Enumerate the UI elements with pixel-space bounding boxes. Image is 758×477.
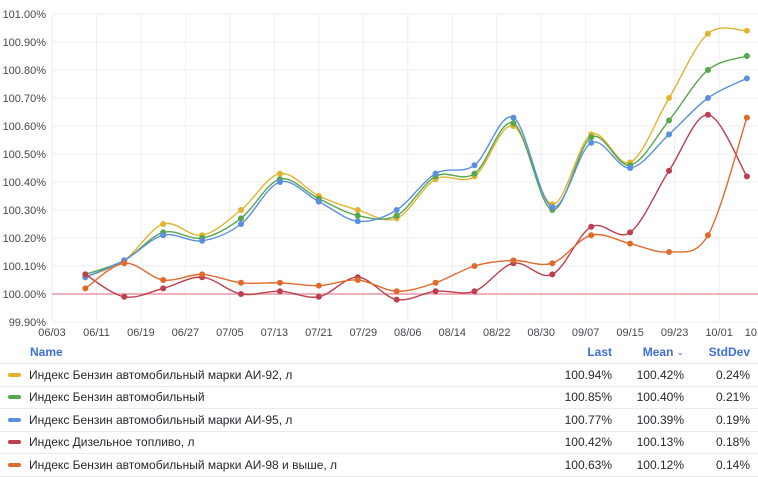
series-mean-value: 100.42% — [636, 367, 684, 382]
svg-text:07/05: 07/05 — [216, 327, 244, 339]
legend-row: Индекс Бензин автомобильный марки АИ-95,… — [0, 409, 758, 432]
svg-text:100.60%: 100.60% — [3, 121, 47, 133]
svg-text:07/29: 07/29 — [350, 327, 378, 339]
series-color-swatch[interactable] — [8, 417, 21, 422]
legend-rows: Индекс Бензин автомобильный марки АИ-92,… — [0, 364, 758, 477]
series-3-line — [82, 111, 750, 303]
series-color-swatch[interactable] — [8, 440, 21, 445]
grid-lines — [51, 13, 758, 323]
series-color-swatch[interactable] — [8, 462, 21, 467]
svg-text:100.00%: 100.00% — [3, 289, 47, 301]
svg-text:08/22: 08/22 — [483, 327, 511, 339]
svg-text:100.30%: 100.30% — [3, 205, 47, 217]
sort-descending-icon: ⌄ — [676, 346, 684, 357]
svg-text:101.00%: 101.00% — [3, 9, 47, 21]
series-2-line — [82, 75, 750, 281]
svg-text:07/13: 07/13 — [261, 327, 289, 339]
y-axis-labels: 99.90% 100.00% 100.10% 100.20% 100.30% 100.40… — [3, 9, 47, 329]
series-color-swatch[interactable] — [8, 372, 21, 377]
svg-text:10: 10 — [745, 327, 757, 339]
svg-text:08/14: 08/14 — [438, 327, 466, 339]
series-color-swatch[interactable] — [8, 395, 21, 400]
series-name-label[interactable]: Индекс Дизельное топливо, л — [29, 435, 195, 450]
series-stddev-value: 0.18% — [715, 435, 750, 450]
chart-canvas[interactable]: 99.90% 100.00% 100.10% 100.20% 100.30% 100.40… — [0, 0, 758, 340]
legend-row: Индекс Бензин автомобильный марки АИ-98 … — [0, 454, 758, 477]
svg-text:08/06: 08/06 — [394, 327, 422, 339]
svg-text:06/27: 06/27 — [172, 327, 200, 339]
legend-header-stddev[interactable]: StdDev — [708, 344, 750, 359]
series-last-value: 100.94% — [564, 367, 612, 382]
legend-row: Индекс Дизельное топливо, л 100.42% 100.… — [0, 432, 758, 454]
series-4-line — [82, 114, 750, 295]
series-stddev-value: 0.14% — [715, 457, 750, 472]
svg-text:10/01: 10/01 — [705, 327, 733, 339]
series-name-label[interactable]: Индекс Бензин автомобильный марки АИ-98 … — [29, 457, 338, 472]
legend-header-mean-label: Mean — [642, 344, 674, 359]
svg-text:06/11: 06/11 — [83, 327, 110, 339]
svg-text:09/23: 09/23 — [661, 327, 689, 339]
series-1-line — [82, 53, 750, 278]
legend-header-mean[interactable]: Mean ⌄ — [612, 345, 684, 359]
svg-text:99.90%: 99.90% — [9, 317, 47, 329]
legend-header-last[interactable]: Last — [587, 344, 612, 359]
series-mean-value: 100.12% — [636, 457, 684, 472]
svg-text:100.50%: 100.50% — [3, 149, 47, 161]
series-name-label[interactable]: Индекс Бензин автомобильный — [29, 390, 205, 405]
series-name-label[interactable]: Индекс Бензин автомобильный марки АИ-95,… — [29, 412, 293, 427]
series-mean-value: 100.40% — [636, 390, 684, 405]
series-stddev-value: 0.19% — [715, 412, 750, 427]
series-stddev-value: 0.21% — [715, 390, 750, 405]
series-name-label[interactable]: Индекс Бензин автомобильный марки АИ-92,… — [29, 367, 293, 382]
legend-row: Индекс Бензин автомобильный марки АИ-92,… — [0, 364, 758, 387]
series-stddev-value: 0.24% — [715, 367, 750, 382]
legend-row: Индекс Бензин автомобильный 100.85% 100.… — [0, 387, 758, 409]
legend-header-name[interactable]: Name — [30, 344, 63, 359]
svg-text:100.40%: 100.40% — [3, 177, 47, 189]
svg-text:06/03: 06/03 — [38, 327, 66, 339]
legend-header-row: Name Last Mean ⌄ StdDev — [0, 340, 758, 364]
svg-text:100.20%: 100.20% — [3, 233, 47, 245]
svg-text:06/19: 06/19 — [127, 327, 155, 339]
svg-text:09/07: 09/07 — [572, 327, 600, 339]
svg-text:100.90%: 100.90% — [3, 37, 47, 49]
svg-text:100.70%: 100.70% — [3, 93, 47, 105]
chart-svg[interactable]: 99.90% 100.00% 100.10% 100.20% 100.30% 100.40… — [0, 0, 758, 340]
legend-table: Name Last Mean ⌄ StdDev Индекс Бензин авт… — [0, 340, 758, 477]
svg-text:09/15: 09/15 — [616, 327, 644, 339]
svg-text:07/21: 07/21 — [305, 327, 333, 339]
series-mean-value: 100.13% — [636, 435, 684, 450]
x-axis-labels: 06/03 06/11 06/19 06/27 07/05 07/13 07/21 07/29… — [38, 327, 757, 339]
series-mean-value: 100.39% — [636, 412, 684, 427]
series-last-value: 100.63% — [564, 457, 612, 472]
svg-text:100.10%: 100.10% — [3, 261, 47, 273]
svg-text:08/30: 08/30 — [527, 327, 555, 339]
series-last-value: 100.85% — [564, 390, 612, 405]
svg-text:100.80%: 100.80% — [3, 65, 47, 77]
series-last-value: 100.77% — [564, 412, 612, 427]
series-last-value: 100.42% — [564, 435, 612, 450]
